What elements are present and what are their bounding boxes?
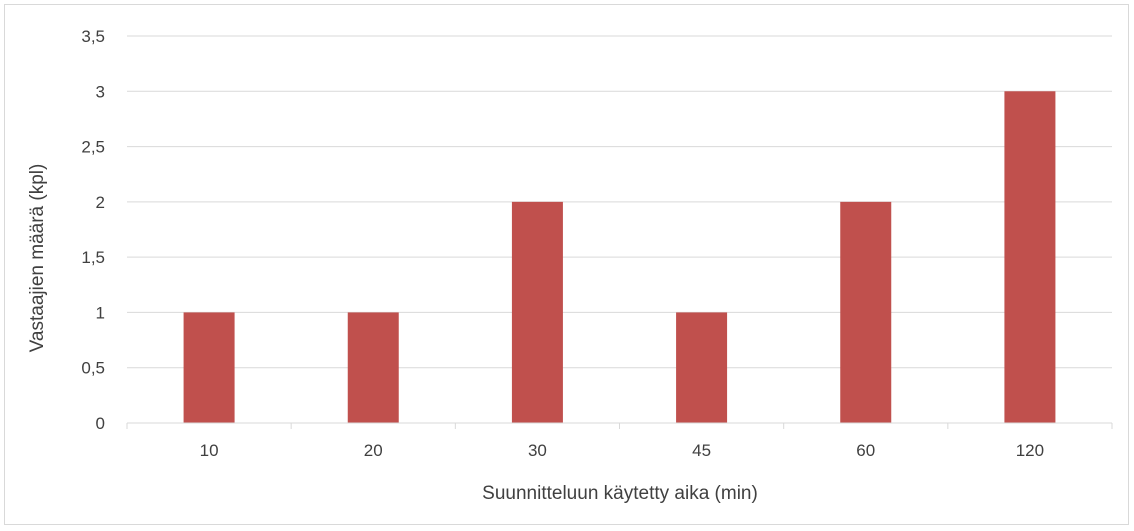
gridlines (127, 35, 1112, 369)
x-tick-label: 20 (364, 441, 383, 460)
y-tick-label: 0,5 (81, 359, 105, 378)
bar-120 (1004, 91, 1056, 424)
bars (183, 91, 1056, 424)
y-tick-label: 2 (96, 193, 105, 212)
bar-60 (840, 201, 892, 423)
bar-30 (511, 201, 563, 423)
bar-45 (676, 312, 728, 423)
x-tick-label: 60 (856, 441, 875, 460)
x-tick-label: 120 (1016, 441, 1044, 460)
y-axis-title: Vastaajien määrä (kpl) (27, 164, 48, 353)
y-tick-label: 3 (96, 82, 105, 101)
bar-20 (347, 312, 399, 423)
y-tick-label: 2,5 (81, 138, 105, 157)
y-tick-labels: 0 0,5 1 1,5 2 2,5 3 3,5 (81, 27, 105, 433)
x-axis-title: Suunnitteluun käytetty aika (min) (482, 483, 758, 504)
y-tick-label: 0 (96, 414, 105, 433)
x-tick-labels: 10 20 30 45 60 120 (200, 441, 1044, 460)
x-axis (126, 422, 1113, 429)
y-tick-label: 1 (96, 303, 105, 322)
x-tick-label: 45 (692, 441, 711, 460)
x-tick-label: 10 (200, 441, 219, 460)
y-tick-label: 1,5 (81, 248, 105, 267)
y-tick-label: 3,5 (81, 27, 105, 46)
bar-10 (183, 312, 235, 423)
x-tick-label: 30 (528, 441, 547, 460)
